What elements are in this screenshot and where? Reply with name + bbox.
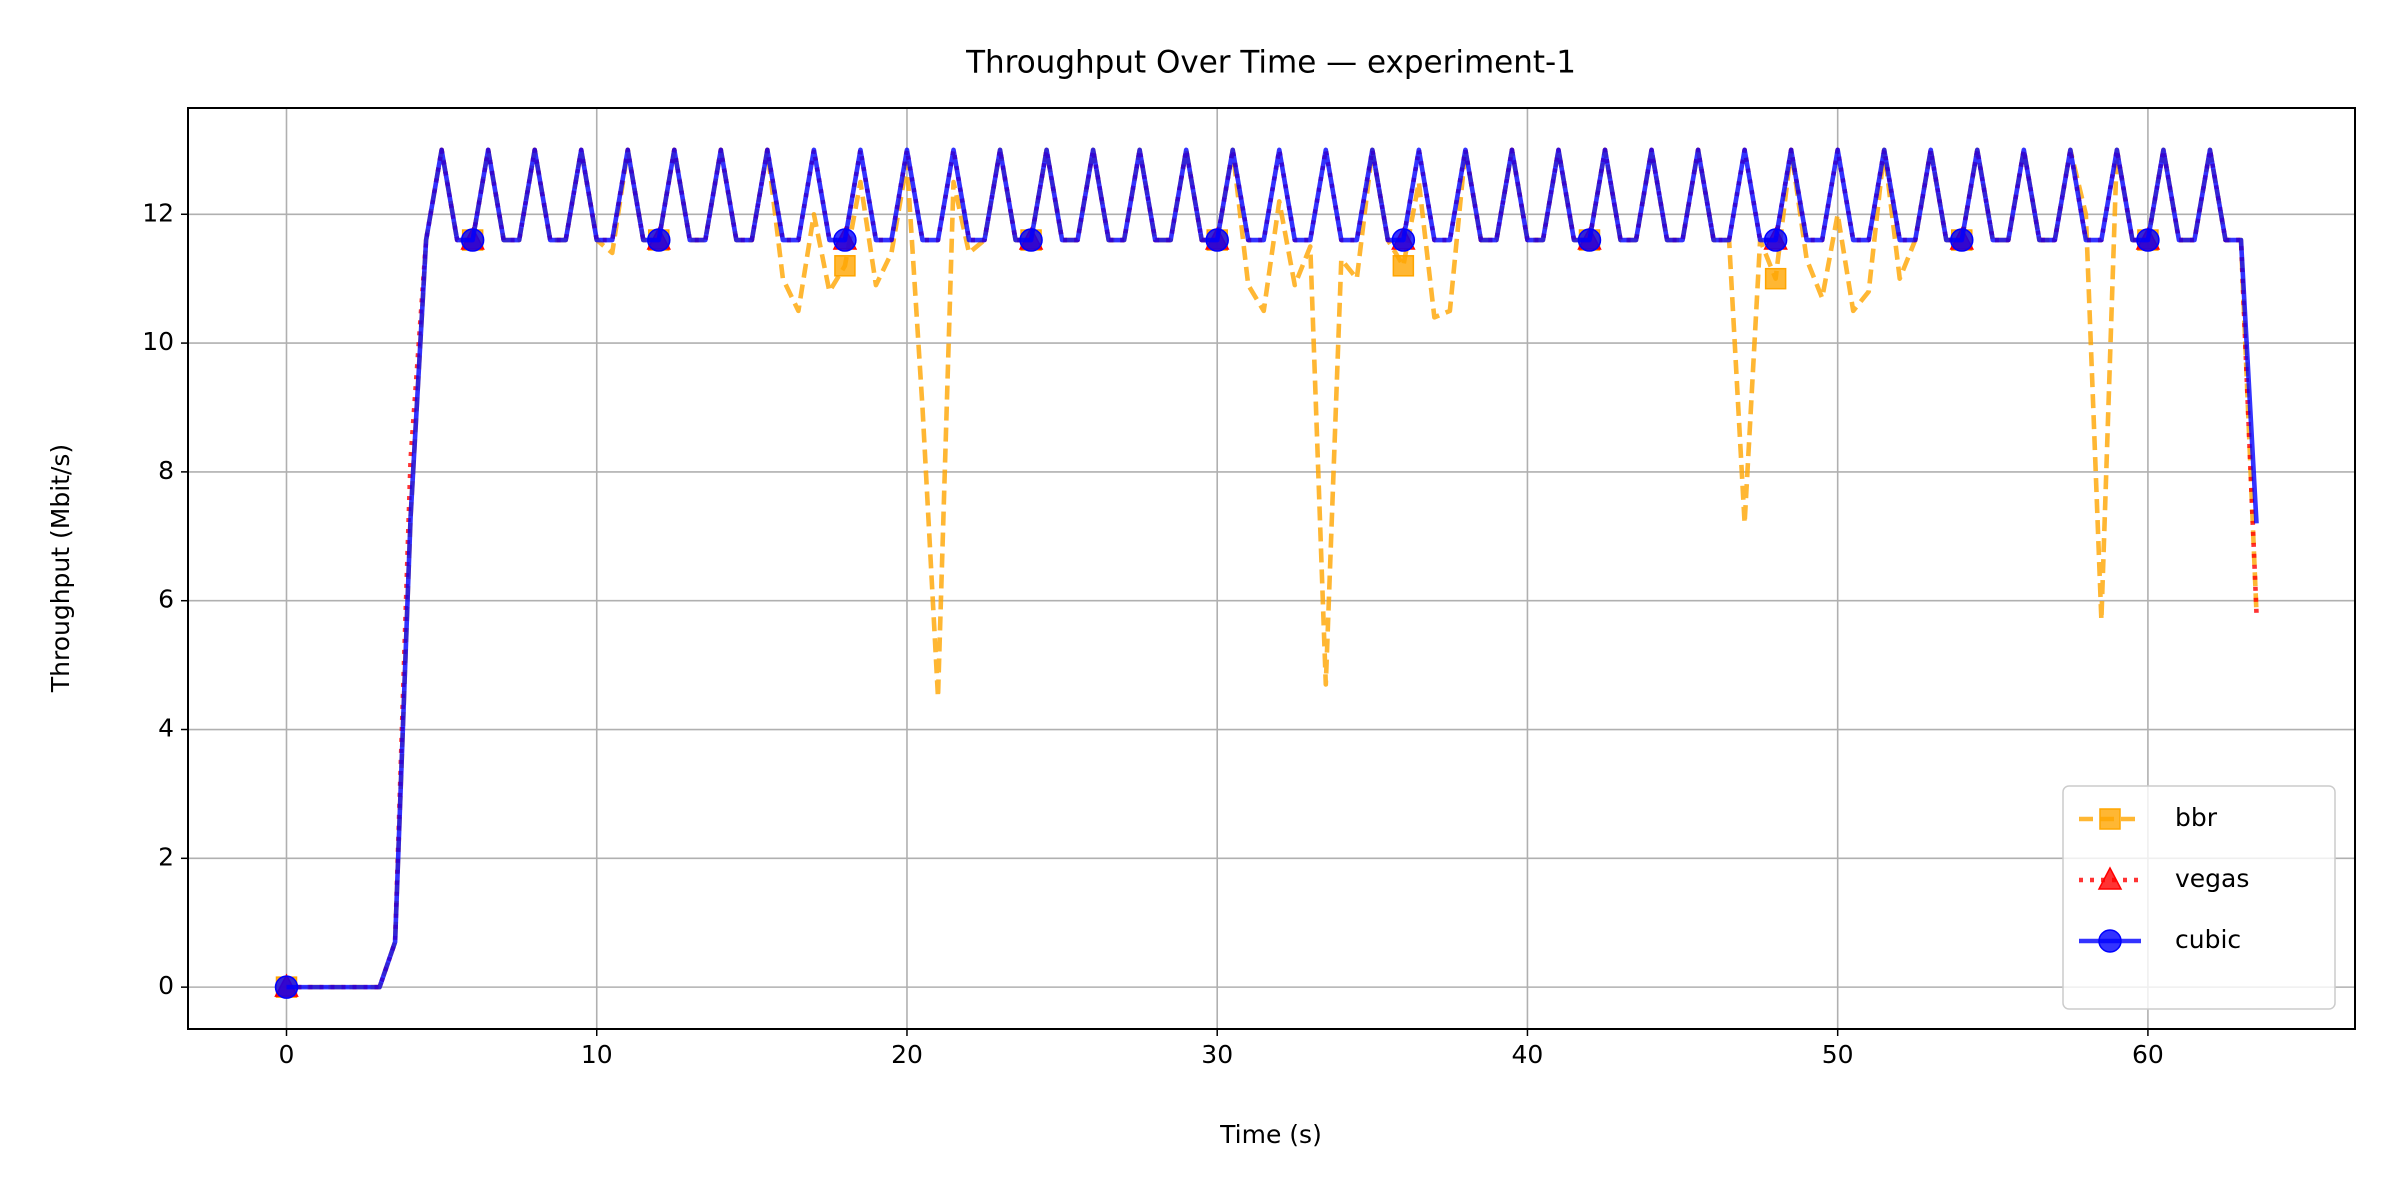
x-tick-label: 30	[1201, 1040, 1233, 1069]
marker	[1019, 228, 1043, 252]
marker	[1391, 228, 1416, 252]
x-axis-label: Time (s)	[1219, 1120, 1322, 1149]
series-line	[286, 147, 2259, 990]
marker	[833, 228, 857, 252]
x-tick-label: 10	[581, 1040, 613, 1069]
marker	[1392, 255, 1415, 277]
legend-marker	[2098, 929, 2122, 953]
y-tick-label: 8	[158, 456, 174, 485]
y-tick-label: 4	[158, 714, 174, 743]
axes-frame	[187, 107, 2356, 1030]
marker	[1764, 267, 1787, 290]
legend-label: cubic	[2175, 925, 2241, 954]
y-tick-label: 0	[158, 971, 174, 1000]
legend-box	[2062, 785, 2336, 1010]
x-tick-label: 50	[1822, 1040, 1854, 1069]
chart-title: Throughput Over Time — experiment-1	[965, 45, 1576, 81]
marker	[834, 255, 856, 277]
x-tick-label: 40	[1512, 1040, 1544, 1069]
legend: bbr vegas cubic	[2062, 785, 2336, 1010]
marker	[1763, 228, 1788, 252]
legend-label: vegas	[2175, 864, 2249, 893]
y-tick-label: 10	[142, 327, 174, 356]
x-tick-label: 60	[2132, 1040, 2164, 1069]
marker	[274, 975, 299, 999]
marker	[460, 228, 485, 252]
x-tick-label: 20	[891, 1040, 923, 1069]
x-tick-label: 0	[279, 1040, 295, 1069]
marker	[1950, 228, 1974, 252]
y-axis-label: Throughput (Mbit/s)	[46, 444, 75, 693]
y-tick-label: 12	[142, 198, 174, 227]
plot-area	[274, 147, 2259, 999]
marker	[647, 228, 671, 252]
legend-marker	[2099, 808, 2121, 830]
y-tick-label: 6	[158, 585, 174, 614]
legend-marker	[2097, 866, 2123, 890]
y-tick-label: 2	[158, 842, 174, 871]
marker	[1205, 228, 1229, 252]
legend-label: bbr	[2175, 803, 2218, 832]
marker	[1577, 228, 1602, 252]
marker	[2136, 228, 2160, 252]
